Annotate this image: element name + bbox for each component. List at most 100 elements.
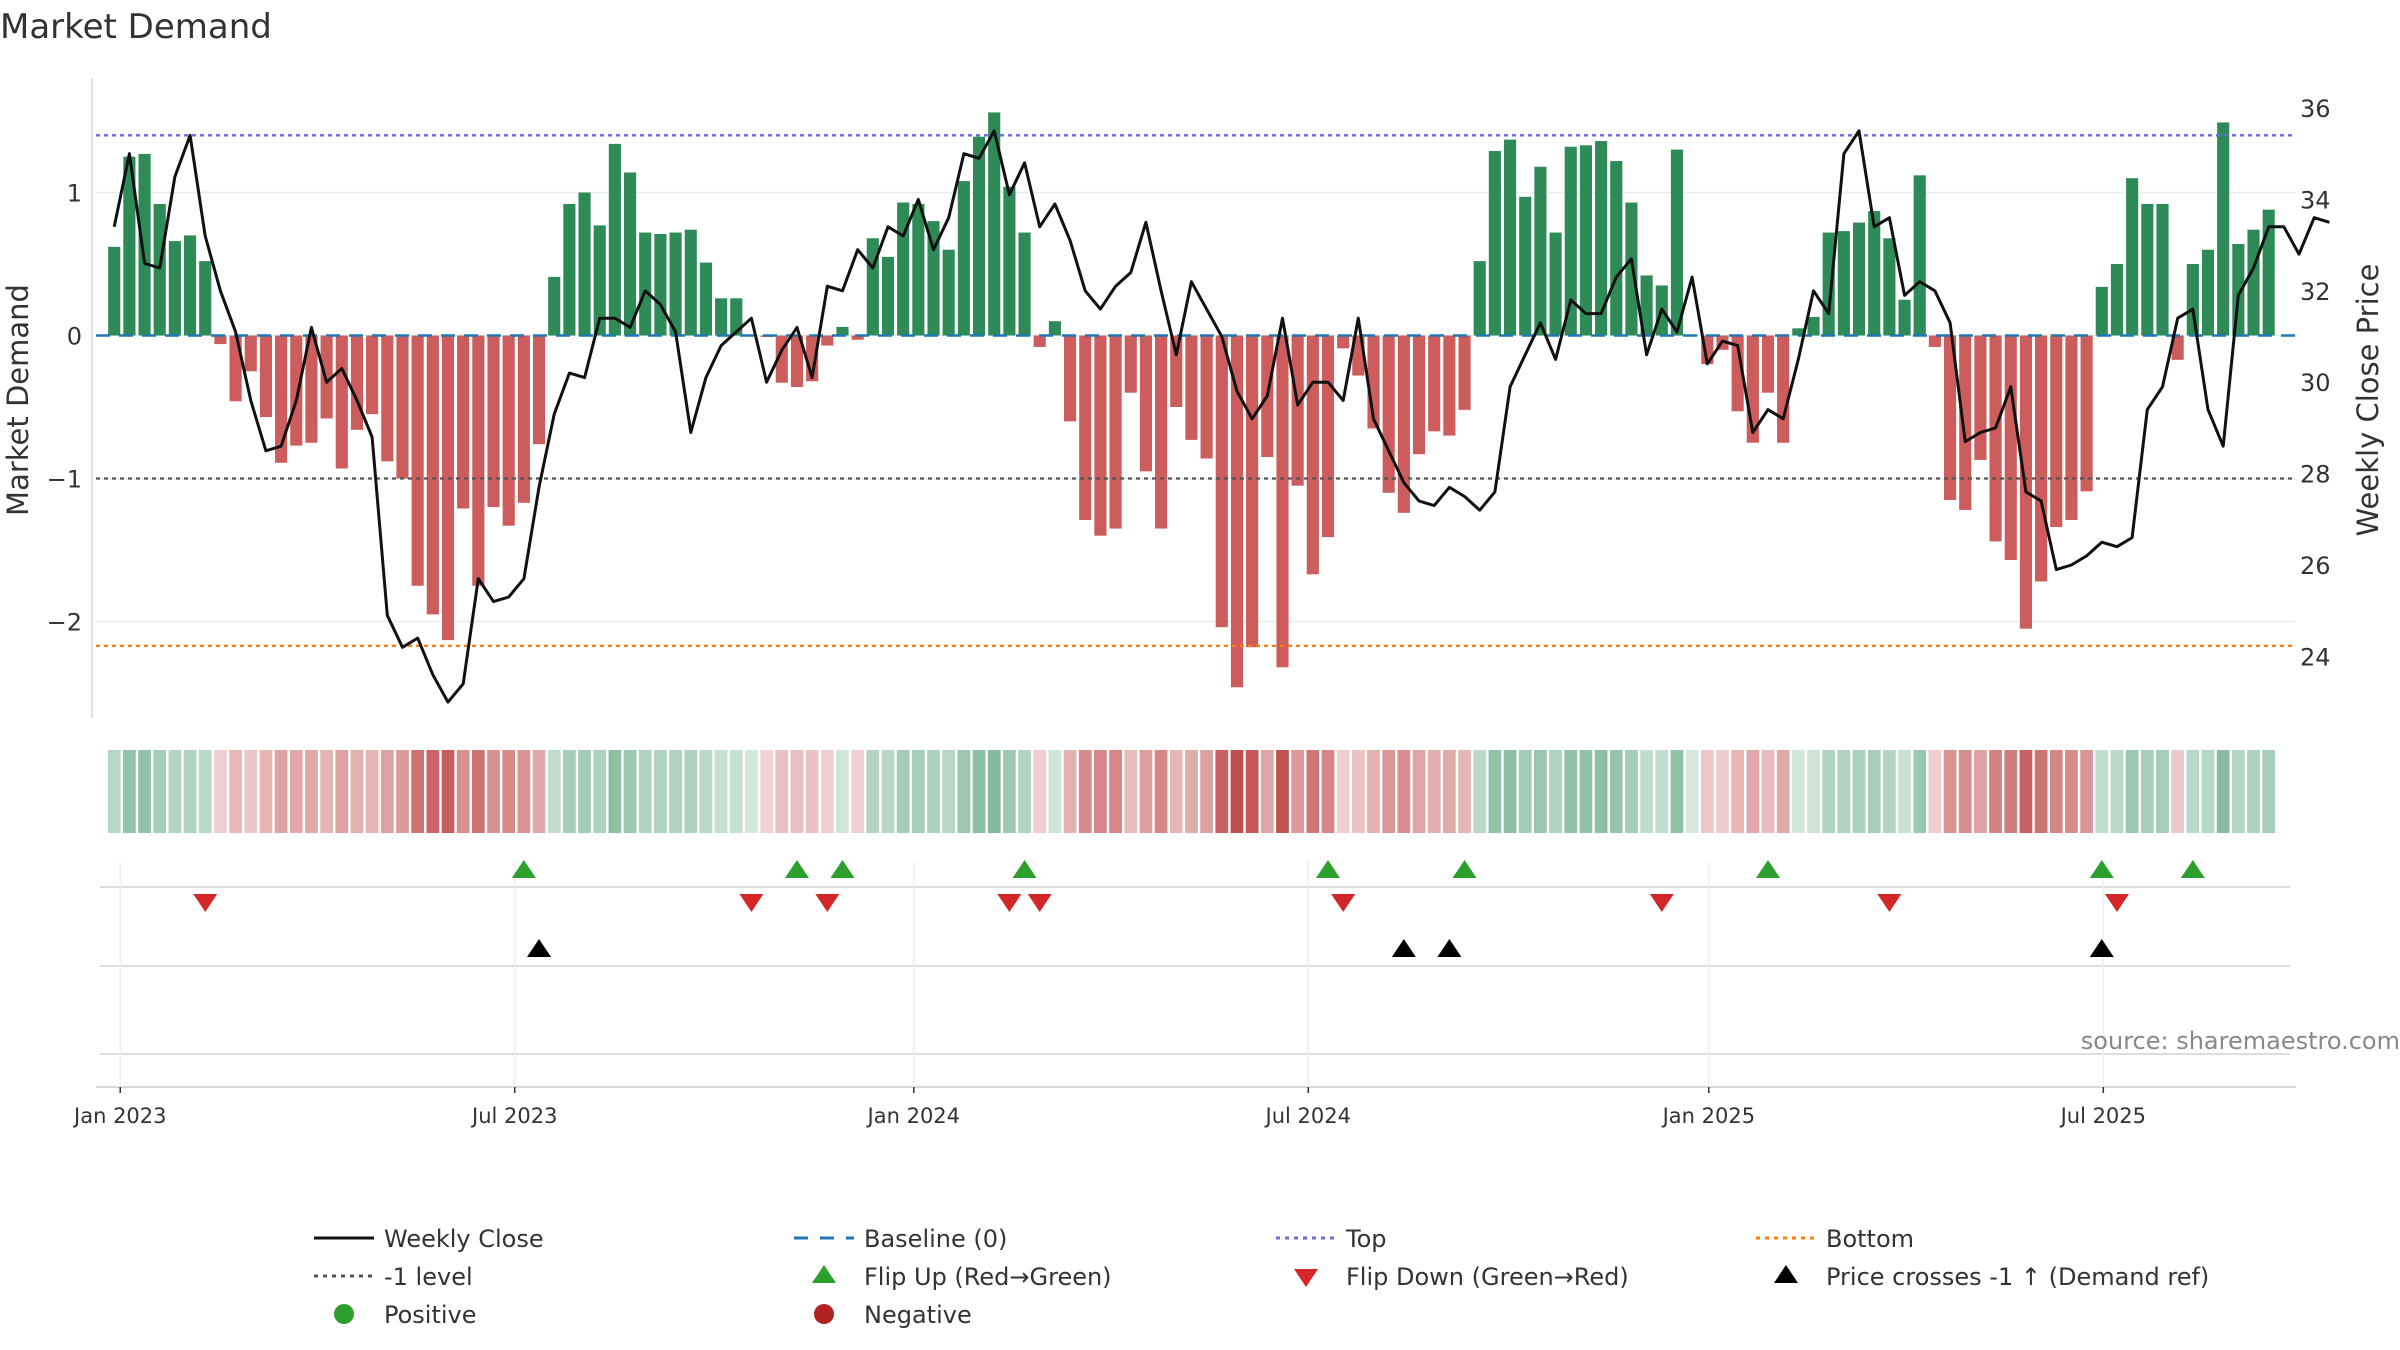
x-tick-label: Jul 2025 [2059, 1104, 2146, 1128]
legend-label: Top [1345, 1225, 1387, 1253]
heat-cell [289, 750, 303, 833]
demand-bar [1230, 335, 1244, 688]
heat-cell [1367, 750, 1380, 833]
demand-bar [1974, 335, 1987, 460]
signal-markers [193, 860, 2205, 957]
heat-cell [1989, 750, 2002, 833]
demand-bar [563, 203, 576, 336]
heat-cell [1169, 750, 1183, 833]
heat-cell [1230, 750, 1244, 833]
demand-bar [1170, 335, 1183, 407]
chart-title: Market Demand [0, 7, 272, 47]
heat-cell [790, 750, 804, 833]
demand-bar [305, 335, 318, 443]
heat-cell [1094, 750, 1107, 833]
demand-bar [2156, 203, 2169, 336]
heat-cell [1974, 750, 1987, 833]
heat-cell [1898, 750, 1911, 833]
demand-bar [2217, 122, 2230, 336]
legend-negative-entry: Negative [814, 1301, 972, 1329]
demand-bar [1321, 335, 1335, 538]
demand-bar [1625, 202, 1638, 336]
heat-cell [2019, 750, 2033, 833]
heat-cell [2049, 750, 2063, 833]
demand-bar [972, 136, 986, 336]
heat-cell [1564, 750, 1578, 833]
heat-cell [456, 750, 470, 833]
demand-bar [1094, 335, 1107, 536]
heat-cell [1685, 750, 1699, 833]
heat-cell [1458, 750, 1471, 833]
heat-cell [396, 750, 409, 833]
heat-cell [1351, 750, 1365, 833]
heat-cell [1761, 750, 1775, 833]
flip-down-marker [1331, 894, 1356, 912]
x-tick-label: Jul 2023 [470, 1104, 557, 1128]
heat-cell [138, 750, 151, 833]
demand-bar [199, 261, 212, 336]
heat-cell [987, 750, 1001, 833]
legend-swatch [1294, 1269, 1318, 1287]
heat-cell [2262, 750, 2276, 833]
heat-cell [1655, 750, 1669, 833]
demand-bar [881, 256, 895, 336]
heat-cell [487, 750, 500, 833]
demand-bar [1033, 335, 1046, 347]
demand-bar [517, 335, 530, 503]
demand-bar [1640, 275, 1653, 336]
legend-label: Negative [864, 1301, 972, 1329]
heat-cell [1958, 750, 1972, 833]
legend-label: Price crosses -1 ↑ (Demand ref) [1826, 1263, 2209, 1291]
x-tick-label: Jan 2023 [72, 1104, 167, 1128]
heat-cell [1731, 750, 1745, 833]
heat-cell [547, 750, 561, 833]
heat-cell [1215, 750, 1229, 833]
heat-cell [1018, 750, 1031, 833]
heat-cell [1625, 750, 1638, 833]
flip-down-marker [2104, 894, 2129, 912]
heat-cell [1306, 750, 1320, 833]
demand-bar [1215, 335, 1228, 628]
heat-cell [1200, 750, 1213, 833]
heat-cell [1443, 750, 1456, 833]
demand-bar [1064, 335, 1077, 422]
heat-cell [866, 750, 880, 833]
legend-bottom-entry: Bottom [1756, 1225, 1914, 1253]
heat-cell [2080, 750, 2093, 833]
heat-cell [244, 750, 258, 833]
demand-bar [1959, 335, 1972, 510]
demand-bar [821, 335, 834, 346]
heat-cell [2231, 750, 2245, 833]
legend-label: Flip Down (Green→Red) [1346, 1263, 1629, 1291]
demand-bar [2186, 264, 2199, 336]
y-tick-label-right: 36 [2300, 95, 2331, 123]
flip-up-marker [1756, 860, 1780, 878]
demand-bar [684, 229, 697, 336]
heat-cell [669, 750, 682, 833]
heat-cell [896, 750, 910, 833]
demand-bar [1337, 335, 1350, 349]
demand-bar [1837, 231, 1850, 336]
heat-cell [198, 750, 212, 833]
demand-heat-strip [107, 750, 2276, 833]
demand-bar [1807, 316, 1820, 336]
flip-down-marker [1649, 894, 1674, 912]
demand-bar [790, 335, 804, 387]
heat-cell [911, 750, 925, 833]
x-tick-label: Jan 2025 [1661, 1104, 1756, 1128]
heat-cell [1670, 750, 1684, 833]
y-tick-label-right: 24 [2300, 643, 2331, 671]
heat-cell [168, 750, 182, 833]
flip-down-marker [193, 894, 218, 912]
legend-swatch [814, 1304, 834, 1324]
heat-cell [1109, 750, 1122, 833]
demand-bar [1504, 139, 1517, 336]
demand-bar [988, 112, 1001, 336]
demand-bar [2110, 264, 2124, 336]
demand-bar [1519, 196, 1532, 336]
heat-cell [1943, 750, 1957, 833]
flip-down-marker [1027, 894, 1052, 912]
demand-bar [1291, 335, 1304, 486]
heat-cell [1518, 750, 1532, 833]
demand-bar [548, 276, 561, 336]
